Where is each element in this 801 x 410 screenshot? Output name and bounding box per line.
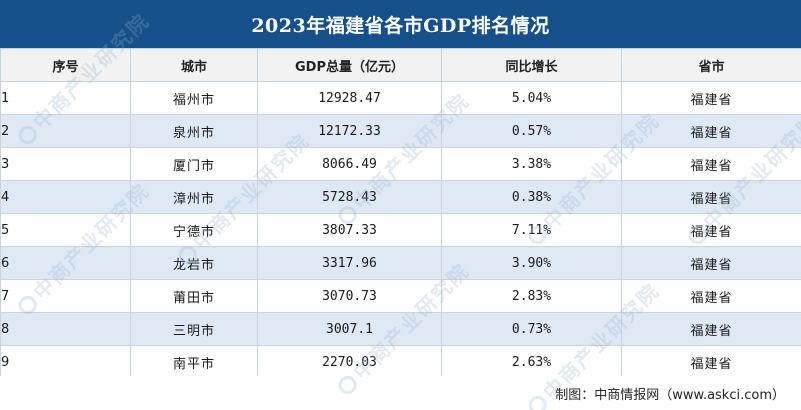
cell-rank: 9 bbox=[0, 345, 131, 379]
cell-gdp: 3007.1 bbox=[257, 312, 442, 346]
cell-province: 福建省 bbox=[621, 180, 801, 214]
cell-growth: 3.38% bbox=[441, 147, 622, 181]
cell-province: 福建省 bbox=[621, 114, 801, 148]
cell-growth: 0.73% bbox=[441, 312, 622, 346]
table-row: 9 南平市 2270.03 2.63% 福建省 bbox=[0, 345, 801, 379]
header-province: 省市 bbox=[621, 48, 801, 82]
cell-rank: 8 bbox=[0, 312, 131, 346]
cell-gdp: 5728.43 bbox=[257, 180, 442, 214]
cell-growth: 0.57% bbox=[441, 114, 622, 148]
cell-province: 福建省 bbox=[621, 312, 801, 346]
cell-city: 宁德市 bbox=[130, 213, 258, 247]
table-row: 2 泉州市 12172.33 0.57% 福建省 bbox=[0, 114, 801, 148]
cell-province: 福建省 bbox=[621, 81, 801, 115]
cell-city: 漳州市 bbox=[130, 180, 258, 214]
cell-growth: 7.11% bbox=[441, 213, 622, 247]
cell-city: 龙岩市 bbox=[130, 246, 258, 280]
source-credit: 制图：中商情报网（www.askci.com） bbox=[555, 387, 785, 403]
header-gdp: GDP总量（亿元） bbox=[257, 48, 442, 82]
cell-province: 福建省 bbox=[621, 246, 801, 280]
cell-city: 莆田市 bbox=[130, 279, 258, 313]
table-row: 5 宁德市 3807.33 7.11% 福建省 bbox=[0, 213, 801, 247]
page-title: 2023年福建省各市GDP排名情况 bbox=[0, 0, 801, 48]
table-row: 3 厦门市 8066.49 3.38% 福建省 bbox=[0, 147, 801, 181]
gdp-table: 序号 城市 GDP总量（亿元） 同比增长 省市 1 福州市 12928.47 5… bbox=[0, 48, 801, 379]
cell-city: 厦门市 bbox=[130, 147, 258, 181]
cell-gdp: 3317.96 bbox=[257, 246, 442, 280]
cell-gdp: 3070.73 bbox=[257, 279, 442, 313]
source-footer: 制图：中商情报网（www.askci.com） bbox=[0, 376, 801, 410]
cell-city: 三明市 bbox=[130, 312, 258, 346]
table-row: 8 三明市 3007.1 0.73% 福建省 bbox=[0, 312, 801, 346]
cell-growth: 0.38% bbox=[441, 180, 622, 214]
cell-rank: 6 bbox=[0, 246, 131, 280]
cell-gdp: 12172.33 bbox=[257, 114, 442, 148]
header-city: 城市 bbox=[130, 48, 258, 82]
cell-province: 福建省 bbox=[621, 213, 801, 247]
cell-province: 福建省 bbox=[621, 147, 801, 181]
cell-rank: 2 bbox=[0, 114, 131, 148]
cell-gdp: 2270.03 bbox=[257, 345, 442, 379]
cell-city: 南平市 bbox=[130, 345, 258, 379]
cell-rank: 5 bbox=[0, 213, 131, 247]
header-growth: 同比增长 bbox=[441, 48, 622, 82]
table-row: 6 龙岩市 3317.96 3.90% 福建省 bbox=[0, 246, 801, 280]
header-rank: 序号 bbox=[0, 48, 131, 82]
table-row: 1 福州市 12928.47 5.04% 福建省 bbox=[0, 81, 801, 115]
cell-rank: 3 bbox=[0, 147, 131, 181]
table-row: 7 莆田市 3070.73 2.83% 福建省 bbox=[0, 279, 801, 313]
table-row: 4 漳州市 5728.43 0.38% 福建省 bbox=[0, 180, 801, 214]
cell-growth: 2.83% bbox=[441, 279, 622, 313]
cell-growth: 2.63% bbox=[441, 345, 622, 379]
cell-rank: 7 bbox=[0, 279, 131, 313]
cell-growth: 3.90% bbox=[441, 246, 622, 280]
cell-city: 福州市 bbox=[130, 81, 258, 115]
cell-province: 福建省 bbox=[621, 279, 801, 313]
cell-gdp: 8066.49 bbox=[257, 147, 442, 181]
cell-gdp: 12928.47 bbox=[257, 81, 442, 115]
cell-rank: 1 bbox=[0, 81, 131, 115]
cell-province: 福建省 bbox=[621, 345, 801, 379]
cell-city: 泉州市 bbox=[130, 114, 258, 148]
table-header-row: 序号 城市 GDP总量（亿元） 同比增长 省市 bbox=[0, 48, 801, 82]
cell-rank: 4 bbox=[0, 180, 131, 214]
cell-growth: 5.04% bbox=[441, 81, 622, 115]
cell-gdp: 3807.33 bbox=[257, 213, 442, 247]
